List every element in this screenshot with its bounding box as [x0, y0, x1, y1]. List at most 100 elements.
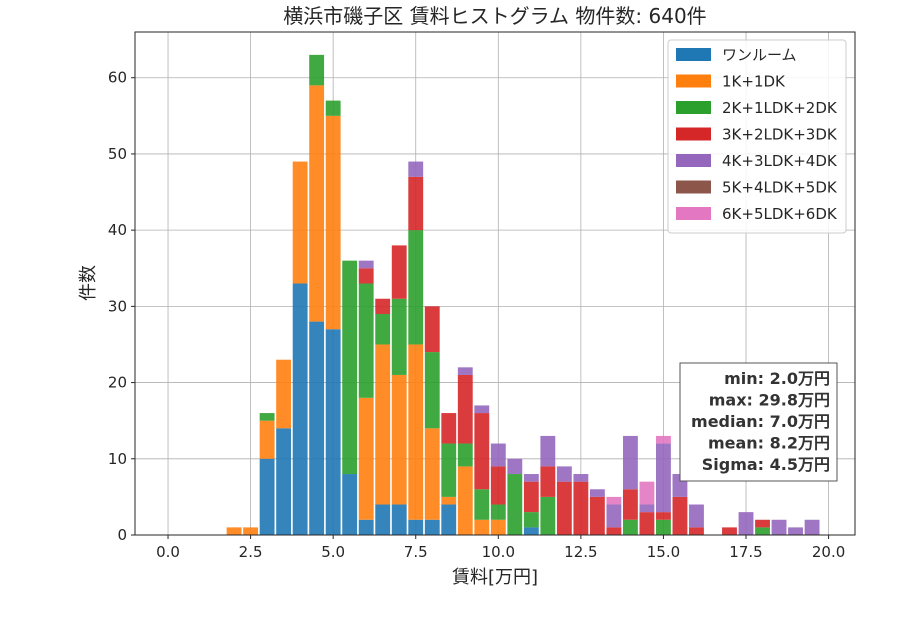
bar-1-7	[342, 474, 358, 535]
stats-line-2: median: 7.0万円	[691, 412, 830, 431]
legend-label-4: 3K+2LDK+3DK	[722, 126, 838, 144]
bar-1-2	[259, 458, 275, 535]
bar-5-8	[358, 260, 374, 269]
bar-5-35	[804, 519, 820, 535]
bar-2-16	[490, 519, 506, 535]
bar-1-13	[441, 504, 457, 535]
bar-2-8	[358, 397, 374, 520]
bar-4-30	[722, 527, 737, 535]
stats-box-frame	[679, 362, 838, 482]
bar-3-11	[408, 230, 424, 345]
bar-2-6	[325, 115, 341, 330]
bar-4-28	[689, 527, 704, 535]
stats-line-4: Sigma: 4.5万円	[702, 455, 830, 474]
legend-label-1: ワンルーム	[722, 46, 797, 64]
bar-5-24	[622, 435, 638, 490]
x-axis-ticks: 0.0 2.5 5.0 7.5 10.0 12.5 15.0 17.5 20.0	[156, 535, 845, 561]
bar-3-8	[358, 283, 374, 398]
y-tick-label-1: 10	[108, 450, 127, 468]
bar-4-13	[441, 413, 457, 444]
legend-label-3: 2K+1LDK+2DK	[722, 99, 838, 117]
bar-5-34	[788, 527, 803, 535]
x-tick-label-1: 2.5	[239, 543, 263, 561]
legend-frame	[667, 39, 847, 234]
bar-3-9	[375, 313, 391, 345]
bar-1-5	[309, 321, 325, 535]
bar-3-24	[622, 519, 638, 535]
x-tick-label-8: 20.0	[812, 543, 845, 561]
chart-title: 横浜市磯子区 賃料ヒストグラム 物件数: 640件	[283, 4, 706, 28]
bar-3-7	[342, 260, 358, 475]
y-tick-label-2: 20	[108, 374, 127, 392]
bar-7-25	[639, 481, 655, 505]
legend: ワンルーム 1K+1DK 2K+1LDK+2DK 3K+2LDK+3DK 4K+3LDK…	[667, 39, 847, 234]
bar-5-21	[573, 474, 589, 482]
x-tick-label-0: 0.0	[156, 543, 180, 561]
bar-1-9	[375, 504, 391, 535]
bar-3-19	[540, 496, 556, 535]
x-tick-label-7: 17.5	[729, 543, 762, 561]
bar-5-19	[540, 435, 556, 467]
y-tick-label-4: 40	[108, 221, 127, 239]
bar-3-14	[457, 443, 473, 467]
bar-4-11	[408, 176, 424, 231]
bar-4-32	[755, 519, 770, 528]
y-axis-label: 件数	[78, 265, 99, 301]
bar-2-4	[292, 161, 308, 284]
bar-5-22	[589, 489, 605, 497]
stats-box: min: 2.0万円 max: 29.8万円 median: 7.0万円 mean: …	[679, 362, 838, 482]
bar-5-14	[457, 367, 473, 375]
y-tick-label-0: 0	[117, 526, 127, 544]
bar-4-8	[358, 268, 374, 284]
bar-1-3	[276, 428, 292, 535]
bar-5-15	[474, 405, 490, 414]
x-tick-label-4: 10.0	[482, 543, 515, 561]
bar-5-25	[639, 504, 655, 513]
y-tick-label-6: 60	[108, 69, 127, 87]
plot-area-frame	[134, 31, 856, 536]
bar-4-14	[457, 374, 473, 444]
legend-label-5: 4K+3LDK+4DK	[722, 152, 838, 170]
bar-7-26	[656, 435, 671, 444]
bar-5-11	[408, 161, 424, 177]
bar-3-12	[424, 352, 440, 429]
stats-line-3: mean: 8.2万円	[708, 434, 830, 453]
legend-swatch-1	[676, 48, 711, 61]
bar-4-9	[375, 298, 391, 314]
bar-4-16	[490, 466, 506, 505]
bar-2-9	[375, 344, 391, 505]
bar-5-20	[556, 466, 572, 482]
bar-4-27	[672, 496, 688, 535]
legend-swatch-3	[676, 101, 711, 114]
bar-3-5	[309, 54, 325, 86]
bar-2-2	[259, 420, 275, 459]
bar-5-18	[523, 474, 539, 482]
bar-1-8	[358, 519, 374, 535]
legend-label-6: 5K+4LDK+5DK	[722, 179, 838, 197]
bar-3-18	[523, 512, 539, 528]
bar-4-18	[523, 481, 539, 513]
legend-label-7: 6K+5LDK+6DK	[722, 205, 838, 223]
bar-2-15	[474, 519, 490, 535]
bar-5-16	[490, 443, 506, 467]
bar-2-10	[391, 374, 407, 505]
bar-3-13	[441, 443, 457, 497]
x-axis-label: 賃料[万円]	[452, 567, 538, 588]
bar-2-0	[226, 527, 242, 535]
bar-2-13	[441, 496, 457, 505]
bar-2-12	[424, 428, 440, 520]
bar-4-23	[606, 527, 622, 535]
bar-1-6	[325, 329, 341, 535]
bar-4-19	[540, 466, 556, 497]
bar-2-11	[408, 344, 424, 520]
legend-swatch-5	[676, 154, 711, 167]
bar-5-33	[771, 519, 787, 535]
bar-1-12	[424, 519, 440, 535]
histogram-bars	[226, 54, 820, 535]
bar-4-25	[639, 512, 655, 535]
bar-4-20	[556, 481, 572, 535]
bar-3-6	[325, 100, 341, 116]
bar-3-10	[391, 298, 407, 375]
y-tick-label-3: 30	[108, 297, 127, 315]
